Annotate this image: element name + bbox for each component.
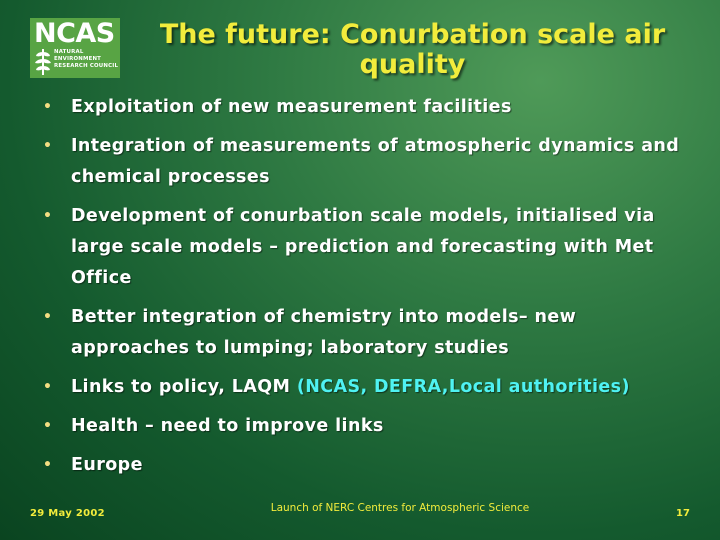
bullet-item: • Health – need to improve links [40,411,700,442]
logo-wordmark: NCAS [34,18,115,49]
slide-title: The future: Conurbation scale air qualit… [159,19,666,80]
bullet-dot-icon: • [43,379,53,395]
bullet-dot-icon: • [43,208,53,224]
nerc-leaf-icon [35,49,51,75]
bullet-item: • Europe [40,450,700,481]
bullet-dot-icon: • [43,418,53,434]
bullet-list: • Exploitation of new measurement facili… [40,92,700,489]
footer-event: Launch of NERC Centres for Atmospheric S… [270,502,530,514]
bullet-dot-icon: • [43,138,53,154]
footer-date: 29 May 2002 [30,508,105,519]
bullet-dot-icon: • [43,99,53,115]
bullet-item: • Integration of measurements of atmosph… [40,131,700,193]
ncas-logo: NCAS NATURAL ENVIRONMENT RESEARCH COUNCI… [30,18,120,78]
logo-org-text: NATURAL ENVIRONMENT RESEARCH COUNCIL [54,49,119,69]
bullet-item: • Better integration of chemistry into m… [40,302,700,364]
bullet-dot-icon: • [43,457,53,473]
bullet-item: • Exploitation of new measurement facili… [40,92,700,123]
bullet-item: • Links to policy, LAQM (NCAS, DEFRA,Loc… [40,372,700,403]
bullet-dot-icon: • [43,309,53,325]
bullet-highlight: (NCAS, DEFRA,Local authorities) [296,377,630,397]
page-number: 17 [676,508,690,519]
bullet-item: • Development of conurbation scale model… [40,201,700,294]
